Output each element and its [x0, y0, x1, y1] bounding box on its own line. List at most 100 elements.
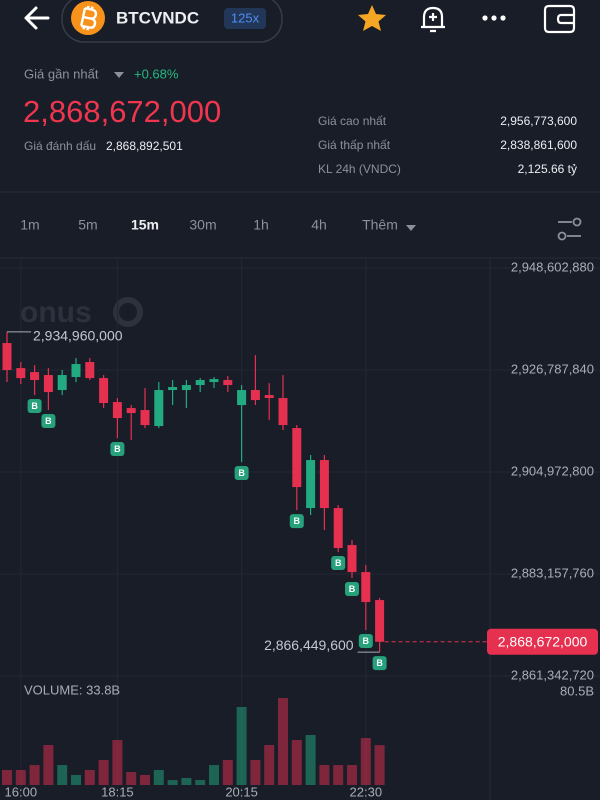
candle-body — [209, 379, 219, 383]
timeframes: 1m 5m 15m 30m 1h 4h Thêm — [20, 217, 398, 233]
volume-bar — [305, 734, 316, 785]
back-button[interactable] — [24, 6, 50, 30]
x-tick-label: 18:15 — [101, 784, 134, 799]
watermark-logo — [113, 297, 143, 327]
alert-icon[interactable] — [421, 6, 445, 33]
buy-marker-text: B — [349, 584, 356, 594]
timeframe[interactable]: 5m — [78, 217, 97, 233]
volume-bar — [347, 765, 357, 785]
candle-body — [2, 343, 12, 371]
last-price-tag — [487, 628, 598, 655]
y-tick-label: 2,948,602,880 — [511, 259, 594, 274]
volume-bar — [195, 780, 206, 785]
candle-body — [126, 408, 136, 414]
timeframe[interactable]: 1m — [20, 217, 39, 233]
buy-marker-text: B — [31, 401, 38, 411]
volume-bar — [2, 770, 12, 785]
wallet-icon[interactable] — [543, 4, 576, 34]
volume-bar — [112, 740, 123, 785]
candle-body — [319, 460, 329, 509]
buy-marker-text: B — [335, 558, 342, 568]
volume-bar — [15, 770, 26, 785]
max-label: 2,934,960,000 — [33, 328, 123, 344]
volume-label: VOLUME: 33.8B — [24, 682, 120, 697]
symbol-pill[interactable] — [61, 0, 283, 43]
volume-bar — [140, 774, 150, 785]
candlestick-chart: 2,948,602,880 2,926,787,840 2,904,972,800 2… — [0, 258, 600, 800]
timeframe[interactable]: 1h — [253, 217, 269, 233]
buy-marker — [372, 656, 387, 671]
buy-marker — [289, 514, 304, 529]
volume-bar — [374, 745, 385, 785]
stat-value: 2,125.66 tỷ — [518, 162, 577, 176]
volume-bar — [209, 765, 219, 785]
x-tick-label: 22:30 — [350, 784, 383, 799]
candle-body — [237, 390, 247, 406]
settings-icon[interactable] — [557, 217, 582, 241]
coin-glyph — [80, 5, 98, 31]
more-icon[interactable] — [482, 15, 506, 21]
candle-body — [375, 600, 385, 642]
candle-body — [71, 364, 81, 378]
buy-marker-text: B — [238, 468, 245, 478]
volume-bar — [319, 765, 330, 785]
change-percent: +0.68% — [134, 66, 179, 81]
y-tick-label: 2,861,342,720 — [511, 667, 594, 682]
leverage: 125x — [231, 10, 260, 25]
stat-value: 2,956,773,600 — [500, 114, 577, 128]
candle-body — [181, 385, 191, 391]
last-price: 2,868,672,000 — [23, 94, 221, 129]
candle-body — [168, 387, 178, 391]
y-tick-label: 2,926,787,840 — [511, 361, 594, 376]
stats: Giá cao nhất 2,956,773,600 Giá thấp nhất 2,… — [318, 114, 577, 176]
buy-marker-text: B — [45, 416, 52, 426]
candle-body — [361, 572, 371, 603]
watermark: onus — [20, 296, 92, 329]
candle-body — [347, 545, 357, 573]
volume-bar — [250, 759, 261, 785]
candle-body — [223, 380, 233, 386]
volume-bar — [98, 759, 109, 785]
stat-value: 2,838,861,600 — [500, 138, 577, 152]
stat-label: KL 24h (VNDC) — [318, 162, 401, 176]
candle-body — [140, 410, 150, 426]
candle-body — [278, 398, 288, 426]
candle-body — [112, 402, 122, 419]
symbol: BTCVNDC — [116, 8, 199, 27]
candle-body — [195, 380, 205, 386]
mark-price-label: Giá đánh dấu — [24, 139, 96, 153]
dropdown-caret[interactable] — [114, 72, 124, 78]
timeframe[interactable]: 4h — [311, 217, 327, 233]
volume-bar — [333, 765, 344, 785]
timeframe[interactable]: Thêm — [362, 217, 398, 233]
y-tick-label: 2,883,157,760 — [511, 565, 594, 580]
candle-body — [250, 390, 260, 401]
volume-bar — [360, 738, 371, 785]
volume-bar — [278, 698, 288, 785]
volume-bar — [222, 759, 233, 785]
timeframe[interactable]: 30m — [189, 217, 216, 233]
buy-marker-text: B — [363, 636, 370, 646]
y-tick-label: 2,904,972,800 — [511, 463, 594, 478]
candle-body — [57, 375, 67, 391]
buy-marker — [234, 466, 249, 481]
more-caret[interactable] — [406, 225, 416, 231]
buy-marker — [331, 556, 346, 571]
timeframe[interactable]: 15m — [131, 217, 159, 233]
candle-body — [16, 368, 26, 379]
candle-body — [43, 375, 53, 393]
min-label: 2,866,449,600 — [264, 637, 354, 653]
candle-body — [292, 428, 302, 488]
buy-marker — [110, 442, 125, 457]
x-tick-label: 16:00 — [5, 784, 38, 799]
buy-marker-text: B — [114, 444, 121, 454]
buy-marker — [27, 399, 42, 414]
volume-bar — [71, 774, 81, 785]
volume-bar — [181, 778, 192, 785]
x-tick-label: 20:15 — [225, 784, 258, 799]
leverage-badge — [224, 8, 266, 29]
buy-marker-text: B — [294, 516, 301, 526]
favorite-icon[interactable] — [358, 5, 386, 31]
buy-marker — [41, 414, 56, 429]
